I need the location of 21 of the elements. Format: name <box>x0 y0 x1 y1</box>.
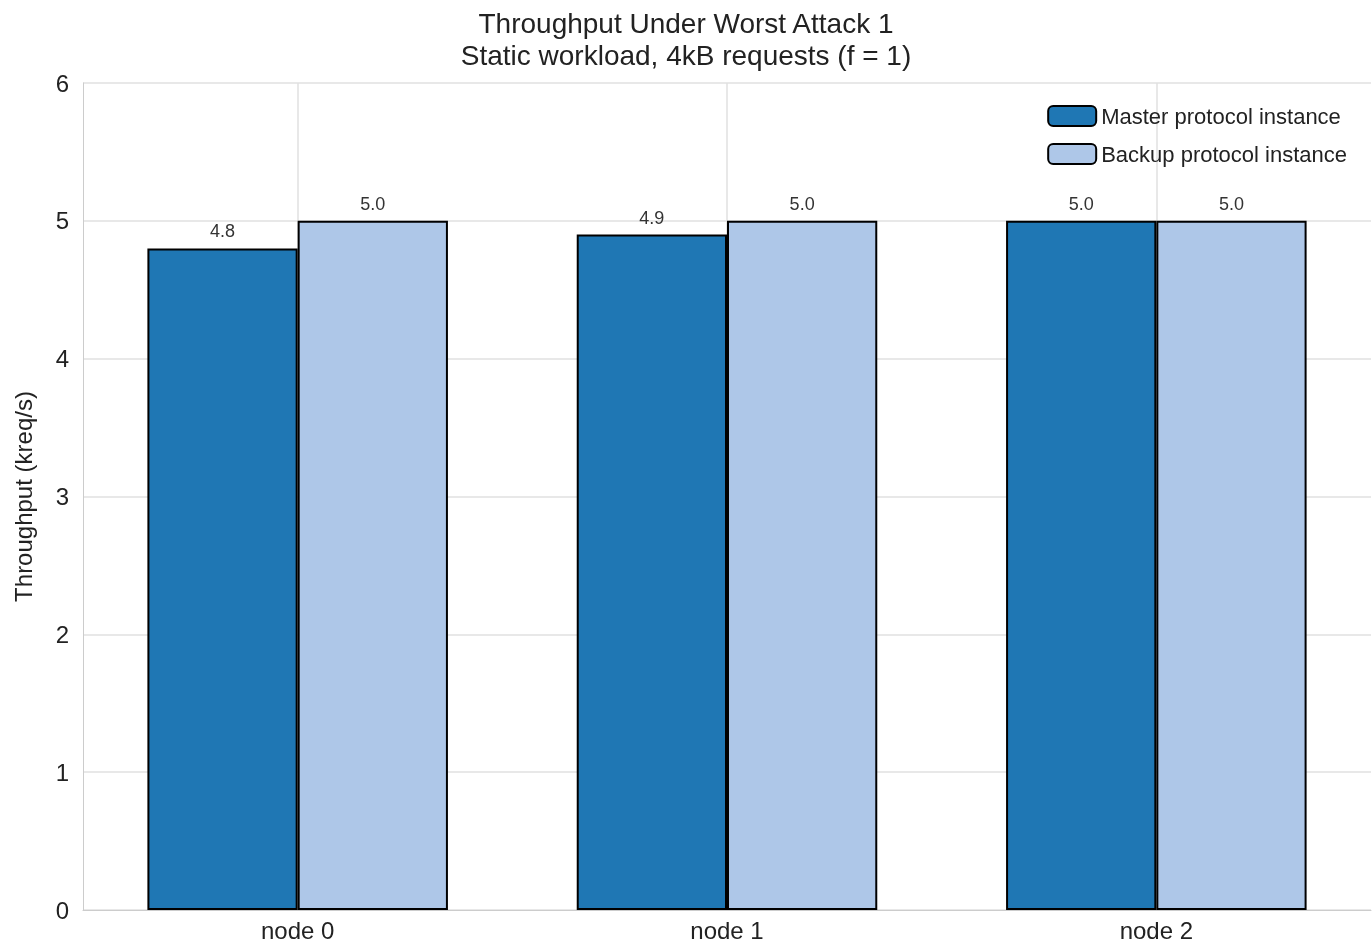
data-label: 5.0 <box>789 193 815 214</box>
data-label: 4.9 <box>639 207 665 228</box>
legend-label: Backup protocol instance <box>1101 141 1348 167</box>
y-tick-label: 6 <box>55 69 69 97</box>
y-tick-label: 5 <box>55 207 69 235</box>
x-tick-label: node 2 <box>1119 916 1194 944</box>
y-tick-label: 1 <box>55 758 69 786</box>
x-tick-label: node 0 <box>260 916 335 944</box>
data-label: 5.0 <box>1218 193 1244 214</box>
data-label: 5.0 <box>360 193 386 214</box>
y-tick-label: 3 <box>55 483 69 510</box>
chart-subtitle: Static workload, 4kB requests (f = 1) <box>460 39 912 71</box>
data-label: 5.0 <box>1068 193 1094 214</box>
y-axis-title: Throughput (kreq/s) <box>9 391 37 602</box>
legend-label: Master protocol instance <box>1101 103 1341 129</box>
x-tick-label: node 1 <box>690 916 764 944</box>
chart-title: Throughput Under Worst Attack 1 <box>478 7 894 39</box>
y-tick-label: 0 <box>55 896 69 924</box>
y-tick-label: 2 <box>55 620 69 648</box>
y-tick-label: 4 <box>55 345 69 373</box>
data-label: 4.8 <box>210 221 236 242</box>
